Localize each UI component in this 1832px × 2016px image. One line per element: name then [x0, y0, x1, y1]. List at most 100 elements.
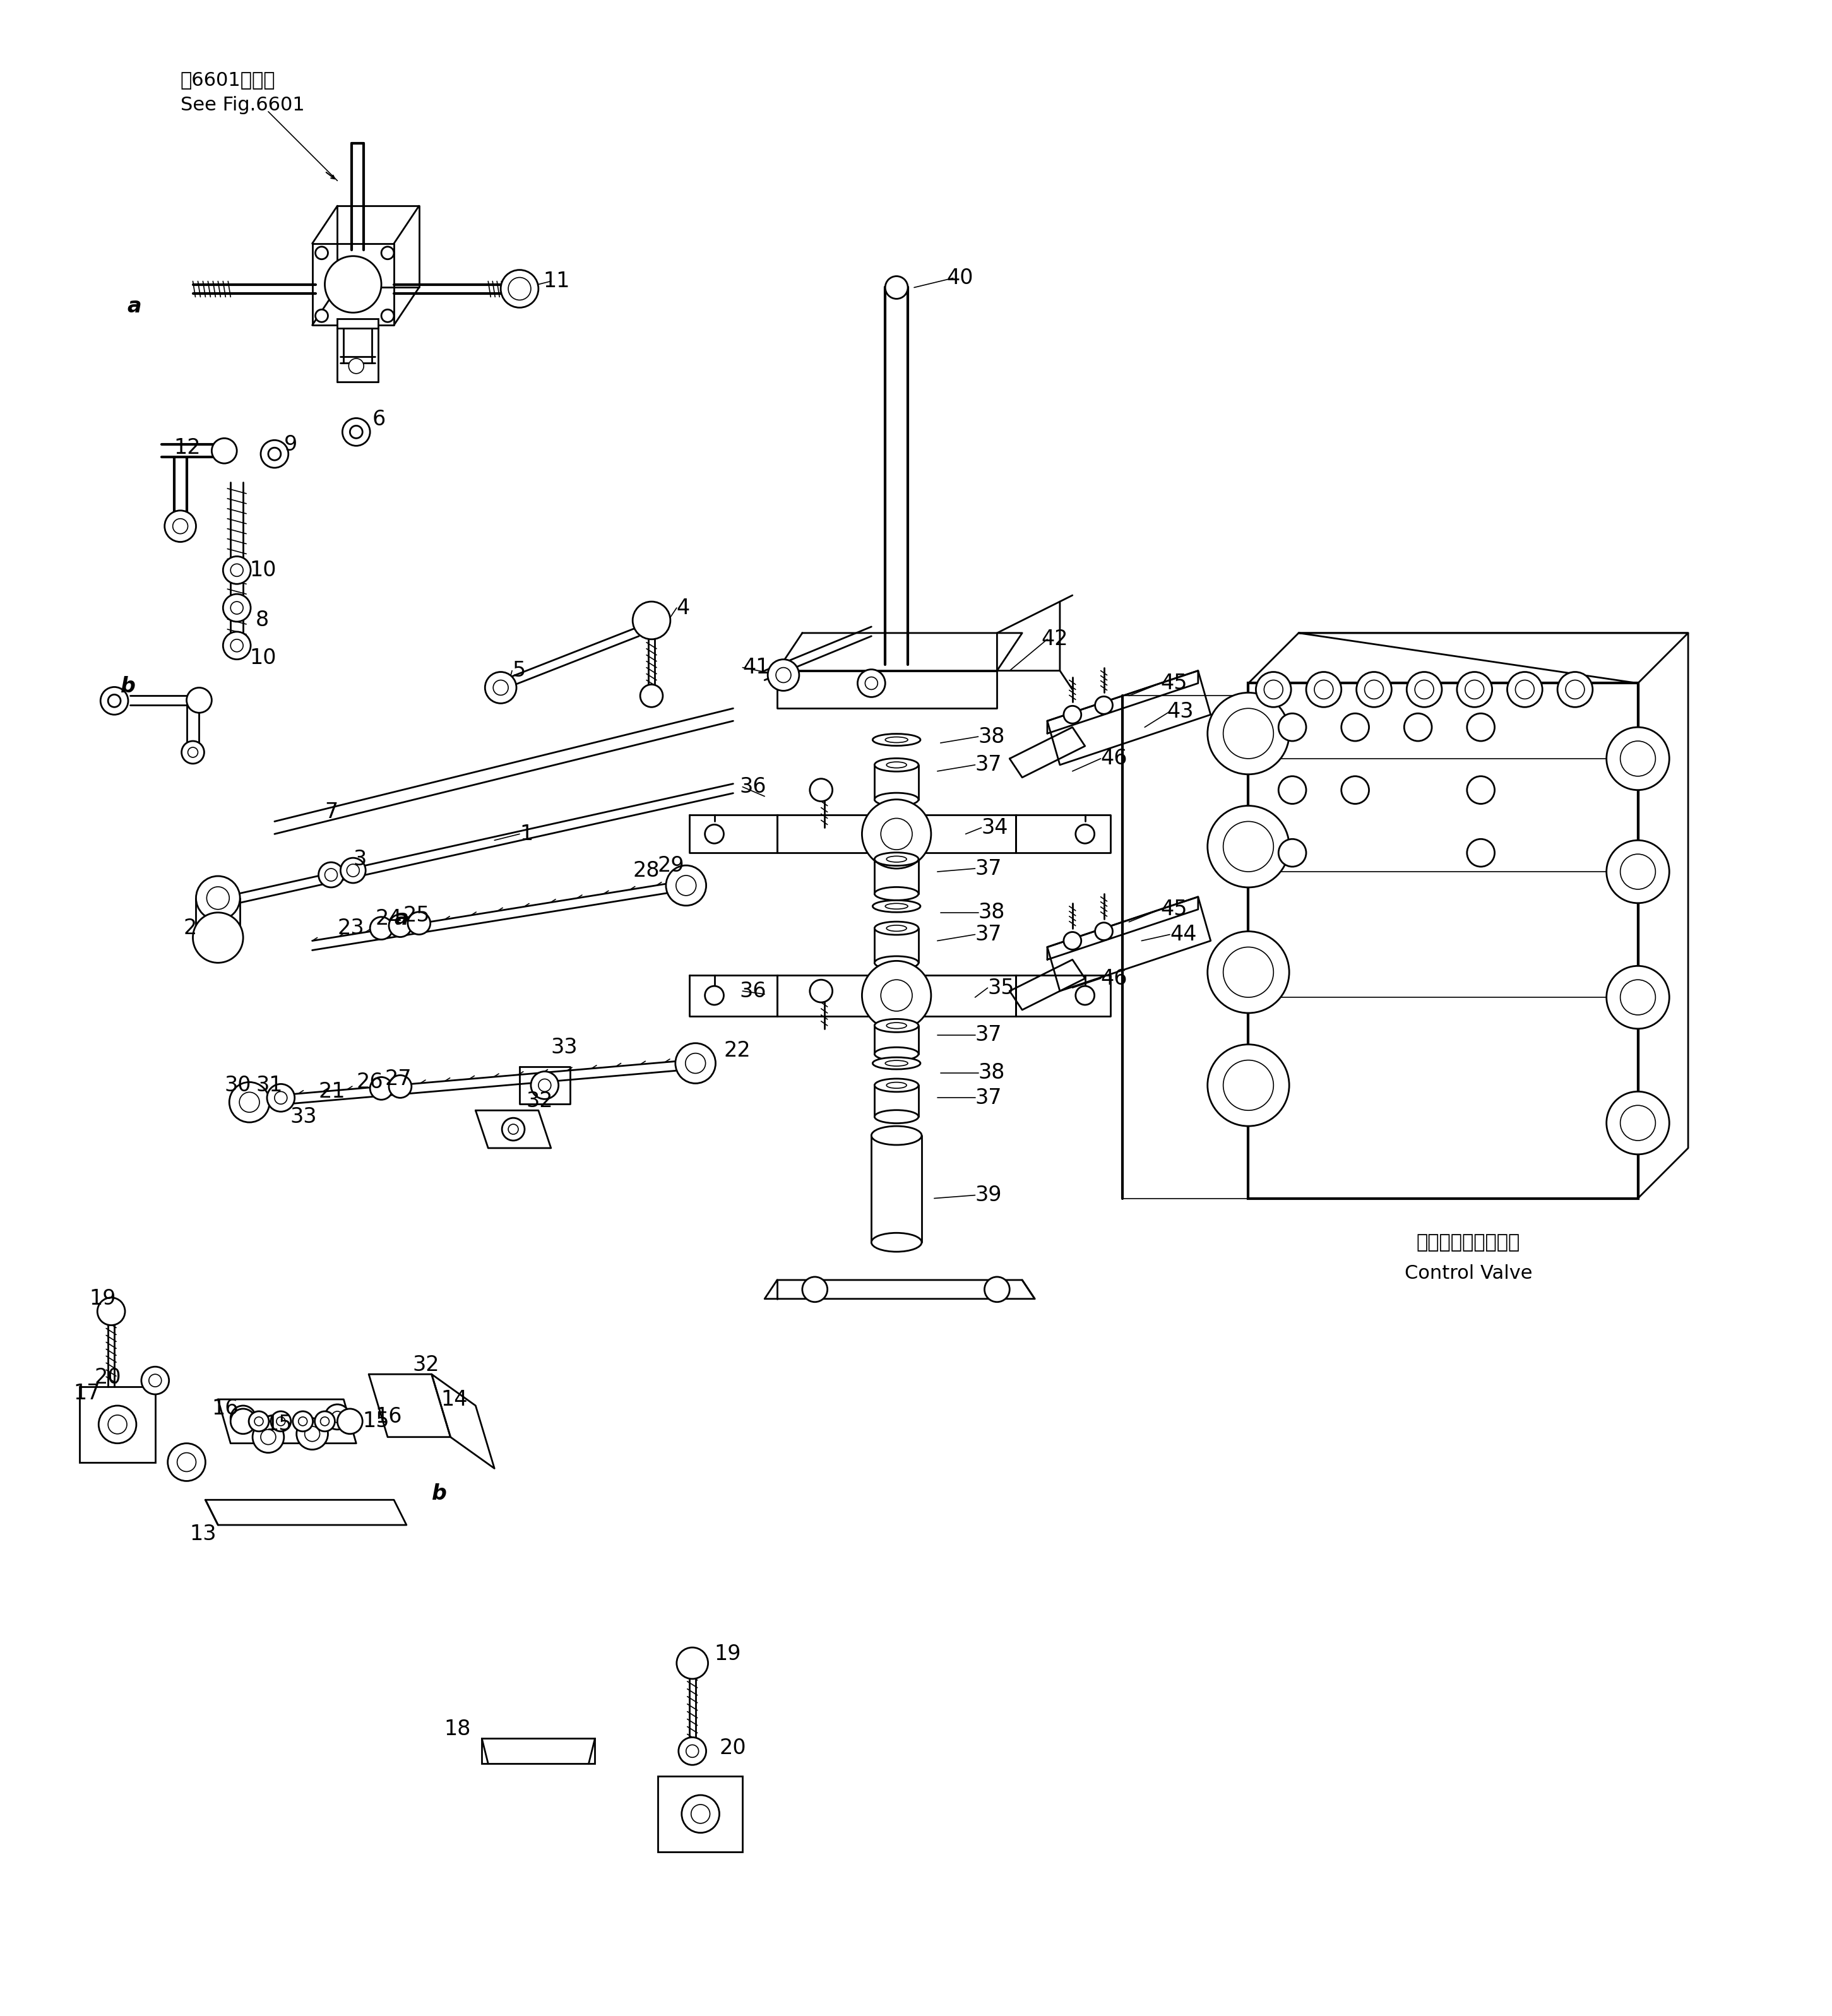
- Ellipse shape: [874, 956, 918, 970]
- Text: 37: 37: [975, 1024, 1002, 1046]
- Text: Control Valve: Control Valve: [1405, 1264, 1532, 1282]
- Circle shape: [1566, 679, 1585, 700]
- Circle shape: [1356, 671, 1392, 708]
- Text: 39: 39: [975, 1185, 1002, 1206]
- Text: 37: 37: [975, 923, 1002, 946]
- Text: 33: 33: [551, 1036, 577, 1058]
- Circle shape: [1075, 986, 1094, 1004]
- Text: 6: 6: [372, 409, 385, 429]
- Circle shape: [207, 887, 229, 909]
- Text: 4: 4: [676, 597, 691, 619]
- Text: 37: 37: [975, 1087, 1002, 1109]
- Circle shape: [1096, 696, 1112, 714]
- Text: 32: 32: [526, 1091, 553, 1111]
- Text: 7: 7: [324, 802, 339, 823]
- Circle shape: [691, 1804, 711, 1822]
- Ellipse shape: [874, 1046, 918, 1060]
- Circle shape: [1619, 855, 1656, 889]
- Circle shape: [1467, 776, 1495, 804]
- Text: 29: 29: [658, 855, 685, 875]
- Text: 23: 23: [337, 917, 365, 939]
- Circle shape: [381, 246, 394, 260]
- Circle shape: [341, 859, 366, 883]
- Circle shape: [507, 278, 531, 300]
- Bar: [81, 1387, 156, 1462]
- Text: 第6601図参照: 第6601図参照: [180, 71, 275, 89]
- Text: a: a: [394, 909, 409, 929]
- Circle shape: [984, 1276, 1009, 1302]
- Text: 15: 15: [363, 1411, 390, 1431]
- Ellipse shape: [885, 1060, 909, 1066]
- Circle shape: [1607, 1091, 1669, 1155]
- Circle shape: [315, 310, 328, 323]
- Circle shape: [500, 270, 539, 308]
- Text: b: b: [432, 1484, 447, 1504]
- Circle shape: [865, 677, 878, 689]
- Circle shape: [863, 800, 931, 869]
- Circle shape: [1407, 671, 1442, 708]
- Circle shape: [667, 865, 705, 905]
- Ellipse shape: [887, 1083, 907, 1089]
- Circle shape: [238, 1413, 249, 1423]
- Circle shape: [705, 986, 724, 1004]
- Circle shape: [381, 310, 394, 323]
- Ellipse shape: [885, 738, 909, 742]
- Circle shape: [1607, 966, 1669, 1028]
- Text: 43: 43: [1167, 702, 1193, 722]
- Circle shape: [1365, 679, 1383, 700]
- Circle shape: [304, 1427, 321, 1441]
- Circle shape: [1257, 671, 1292, 708]
- Text: 1: 1: [520, 825, 533, 845]
- Circle shape: [502, 1119, 524, 1141]
- Circle shape: [485, 671, 517, 704]
- Circle shape: [1619, 980, 1656, 1014]
- Bar: [482, 1738, 595, 1764]
- Text: 10: 10: [249, 560, 277, 581]
- Circle shape: [260, 439, 288, 468]
- Text: 37: 37: [975, 859, 1002, 879]
- Circle shape: [1207, 931, 1290, 1012]
- Circle shape: [267, 448, 280, 460]
- Circle shape: [685, 1744, 698, 1758]
- Bar: [1248, 683, 1638, 1198]
- Text: 28: 28: [632, 861, 660, 881]
- Circle shape: [99, 1405, 136, 1443]
- Text: 14: 14: [442, 1389, 467, 1409]
- Circle shape: [1467, 714, 1495, 742]
- Circle shape: [1279, 714, 1306, 742]
- Ellipse shape: [887, 925, 907, 931]
- Circle shape: [1341, 714, 1369, 742]
- Circle shape: [249, 1411, 269, 1431]
- Circle shape: [388, 1075, 412, 1099]
- Circle shape: [682, 1794, 720, 1833]
- Circle shape: [224, 631, 251, 659]
- Ellipse shape: [885, 903, 909, 909]
- Circle shape: [253, 1421, 284, 1454]
- Text: 46: 46: [1101, 968, 1127, 990]
- Circle shape: [189, 748, 198, 758]
- Circle shape: [1064, 706, 1081, 724]
- Ellipse shape: [872, 901, 920, 911]
- Circle shape: [370, 1077, 392, 1099]
- Ellipse shape: [874, 1018, 918, 1032]
- Circle shape: [1414, 679, 1434, 700]
- Ellipse shape: [874, 792, 918, 806]
- Circle shape: [181, 742, 203, 764]
- Text: コントロールバルブ: コントロールバルブ: [1416, 1234, 1521, 1252]
- Circle shape: [319, 863, 344, 887]
- Ellipse shape: [872, 1127, 921, 1145]
- Text: 41: 41: [742, 657, 769, 677]
- Circle shape: [231, 639, 244, 651]
- Ellipse shape: [874, 853, 918, 865]
- Text: 36: 36: [740, 980, 766, 1002]
- Circle shape: [802, 1276, 828, 1302]
- Circle shape: [332, 1411, 343, 1423]
- Text: 16: 16: [376, 1407, 401, 1427]
- Circle shape: [240, 1093, 260, 1113]
- Circle shape: [178, 1454, 196, 1472]
- Ellipse shape: [872, 1056, 920, 1068]
- Circle shape: [1467, 839, 1495, 867]
- Circle shape: [315, 246, 328, 260]
- Circle shape: [857, 669, 885, 698]
- Circle shape: [1619, 1105, 1656, 1141]
